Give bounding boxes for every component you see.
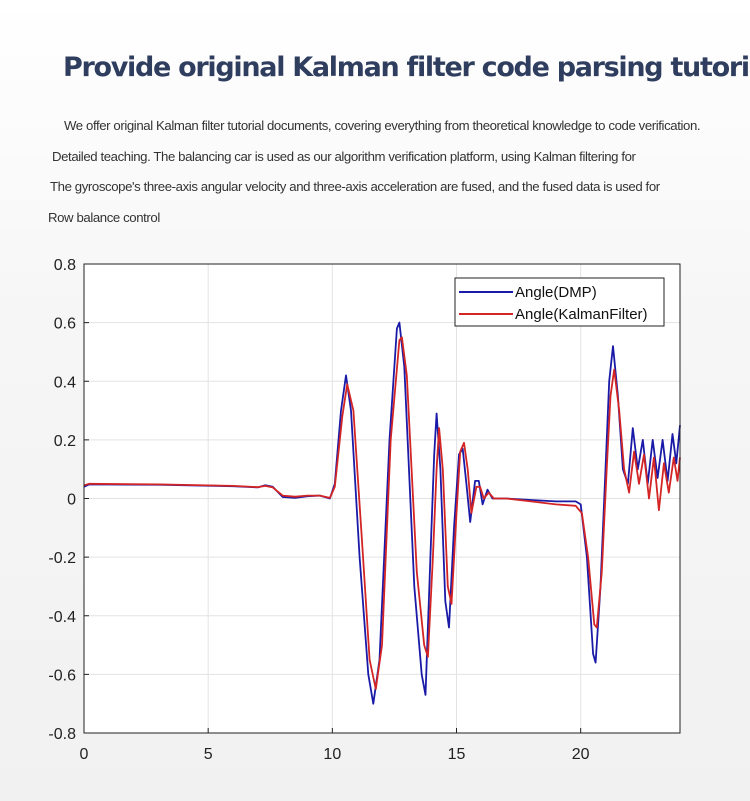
- legend-box: [454, 277, 665, 327]
- chart-legend: Angle(DMP) Angle(KalmanFilter): [454, 277, 665, 327]
- legend-label: Angle(KalmanFilter): [515, 306, 648, 323]
- series-layer: [83, 321, 681, 705]
- x-tick-label: 20: [572, 746, 590, 763]
- y-tick-label: -0.6: [48, 667, 76, 684]
- description-line-2: Detailed teaching. The balancing car is …: [52, 149, 636, 164]
- x-tick-label: 0: [80, 746, 89, 763]
- y-tick-label: 0.4: [54, 374, 76, 391]
- y-tick-label: 0.6: [54, 316, 76, 333]
- y-tick-label: -0.2: [48, 550, 76, 567]
- description-line-3: The gyroscope's three-axis angular veloc…: [50, 179, 660, 194]
- series-line-kalman: [83, 336, 681, 690]
- x-tick-label: 5: [204, 746, 213, 763]
- axis-ticks: 0 5 10 15 20 0.8 0.6 0.4 0.2 0 -0.2 -0.4 -0.6 -0.8: [48, 257, 589, 763]
- description-line-1: We offer original Kalman filter tutorial…: [64, 118, 701, 133]
- description-line-4: Row balance control: [48, 210, 160, 225]
- legend-label: Angle(DMP): [515, 284, 597, 301]
- y-tick-label: -0.4: [48, 609, 76, 626]
- y-tick-label: 0.8: [54, 257, 76, 274]
- y-tick-label: -0.8: [48, 726, 76, 743]
- page-title: Provide original Kalman filter code pars…: [63, 52, 750, 83]
- x-tick-label: 15: [448, 746, 466, 763]
- x-tick-label: 10: [323, 746, 341, 763]
- y-tick-label: 0.2: [54, 433, 76, 450]
- y-tick-label: 0: [67, 492, 76, 509]
